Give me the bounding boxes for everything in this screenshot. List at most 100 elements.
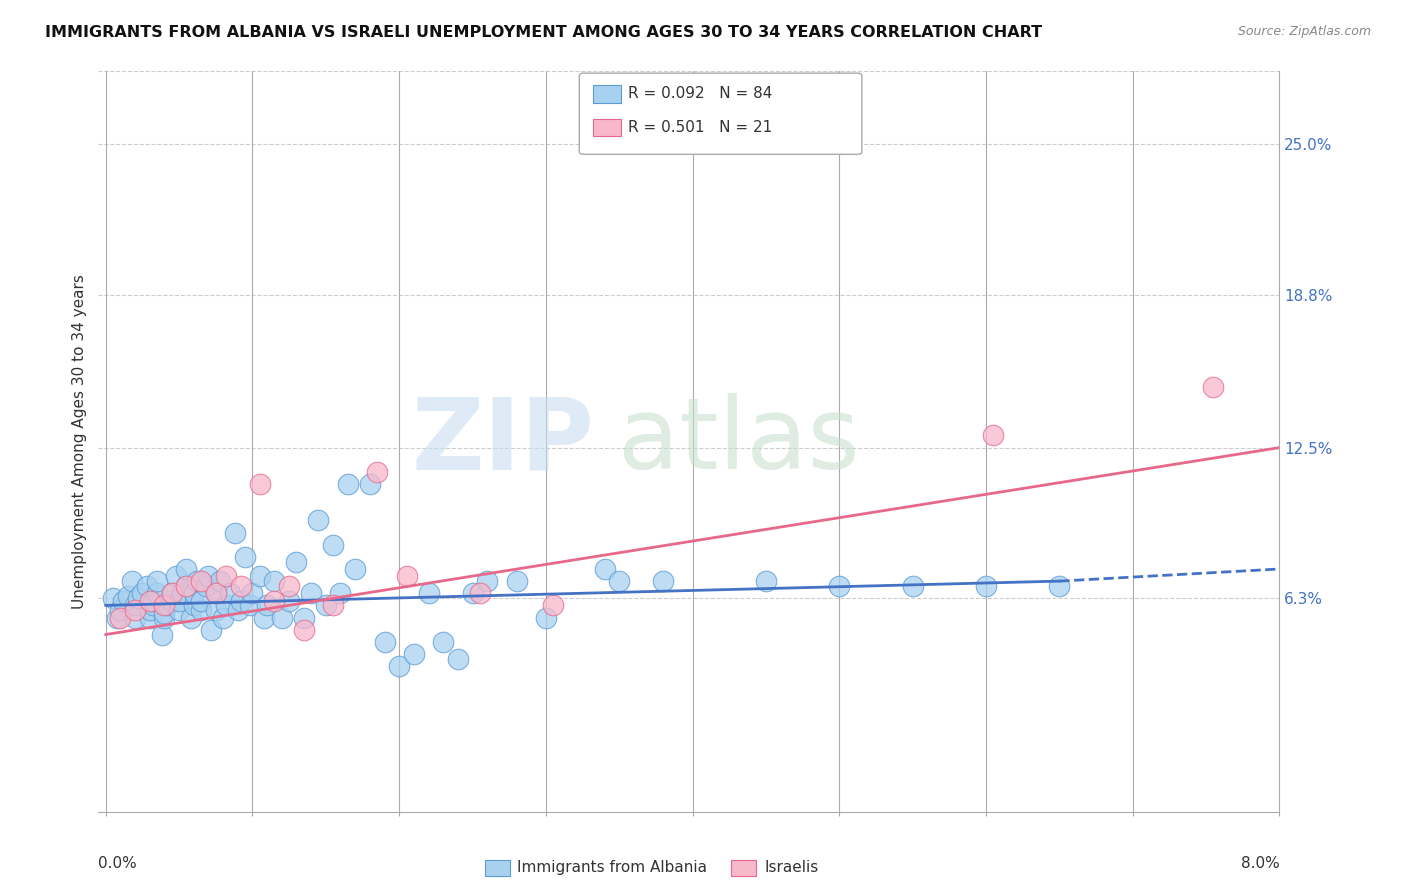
Point	[541, 599, 564, 613]
Point	[167, 593, 190, 607]
Text: ZIP: ZIP	[412, 393, 595, 490]
Point	[204, 586, 226, 600]
Point	[974, 579, 997, 593]
Point	[150, 627, 173, 641]
Point	[418, 586, 440, 600]
Point	[124, 610, 146, 624]
Point	[215, 569, 238, 583]
Point	[256, 599, 278, 613]
Point	[322, 538, 344, 552]
Point	[176, 579, 198, 593]
Point	[461, 586, 484, 600]
Point	[209, 574, 232, 588]
Point	[167, 603, 190, 617]
Point	[219, 586, 242, 600]
Point	[477, 574, 499, 588]
Point	[101, 591, 124, 606]
Point	[190, 593, 212, 607]
Point	[139, 603, 162, 617]
Point	[117, 589, 139, 603]
Point	[176, 562, 198, 576]
Point	[160, 593, 183, 607]
Point	[153, 599, 176, 613]
Text: R = 0.501   N = 21: R = 0.501 N = 21	[628, 120, 773, 135]
Point	[270, 610, 292, 624]
Point	[160, 586, 183, 600]
Point	[146, 586, 169, 600]
Point	[124, 599, 146, 613]
Point	[224, 525, 246, 540]
Point	[233, 549, 256, 564]
Text: atlas: atlas	[619, 393, 859, 490]
Point	[212, 610, 235, 624]
Point	[170, 586, 193, 600]
Point	[110, 603, 132, 617]
Point	[229, 579, 252, 593]
Point	[121, 574, 143, 588]
Point	[468, 586, 491, 600]
Point	[139, 593, 162, 607]
Point	[249, 477, 271, 491]
Point	[153, 606, 176, 620]
Point	[238, 599, 260, 613]
Point	[447, 652, 470, 666]
Point	[127, 591, 149, 606]
Point	[110, 610, 132, 624]
Point	[607, 574, 630, 588]
Point	[285, 555, 308, 569]
Point	[183, 586, 205, 600]
Point	[107, 610, 129, 624]
Point	[197, 569, 219, 583]
Point	[204, 586, 226, 600]
Point	[124, 603, 146, 617]
Point	[249, 569, 271, 583]
Text: Source: ZipAtlas.com: Source: ZipAtlas.com	[1237, 25, 1371, 38]
Point	[194, 579, 217, 593]
Point	[292, 623, 315, 637]
Point	[292, 610, 315, 624]
Point	[190, 574, 212, 588]
Text: R = 0.092   N = 84: R = 0.092 N = 84	[628, 87, 773, 101]
Point	[142, 599, 165, 613]
Point	[242, 586, 264, 600]
Point	[112, 593, 135, 607]
Text: 0.0%: 0.0%	[98, 856, 138, 871]
Point	[131, 586, 153, 600]
Point	[226, 603, 249, 617]
Point	[402, 647, 425, 661]
Point	[373, 635, 395, 649]
Point	[534, 610, 557, 624]
Point	[308, 513, 330, 527]
Point	[983, 428, 1005, 442]
Point	[135, 579, 157, 593]
Point	[190, 603, 212, 617]
Point	[329, 586, 352, 600]
Point	[1202, 380, 1225, 394]
Point	[652, 574, 675, 588]
Point	[146, 574, 169, 588]
Text: 8.0%: 8.0%	[1240, 856, 1279, 871]
Point	[359, 477, 381, 491]
Point	[183, 599, 205, 613]
Point	[593, 562, 616, 576]
Point	[215, 599, 238, 613]
Point	[200, 623, 222, 637]
Point	[278, 593, 301, 607]
Point	[139, 610, 162, 624]
Point	[366, 465, 388, 479]
Point	[432, 635, 454, 649]
Point	[299, 586, 322, 600]
Text: Israelis: Israelis	[765, 861, 820, 875]
Point	[229, 593, 252, 607]
Point	[156, 599, 179, 613]
Point	[395, 569, 418, 583]
Point	[142, 593, 165, 607]
Point	[344, 562, 367, 576]
Point	[263, 593, 285, 607]
Point	[322, 599, 344, 613]
Point	[176, 579, 198, 593]
Point	[186, 574, 208, 588]
Point	[263, 574, 285, 588]
Point	[165, 569, 187, 583]
Y-axis label: Unemployment Among Ages 30 to 34 years: Unemployment Among Ages 30 to 34 years	[72, 274, 87, 609]
